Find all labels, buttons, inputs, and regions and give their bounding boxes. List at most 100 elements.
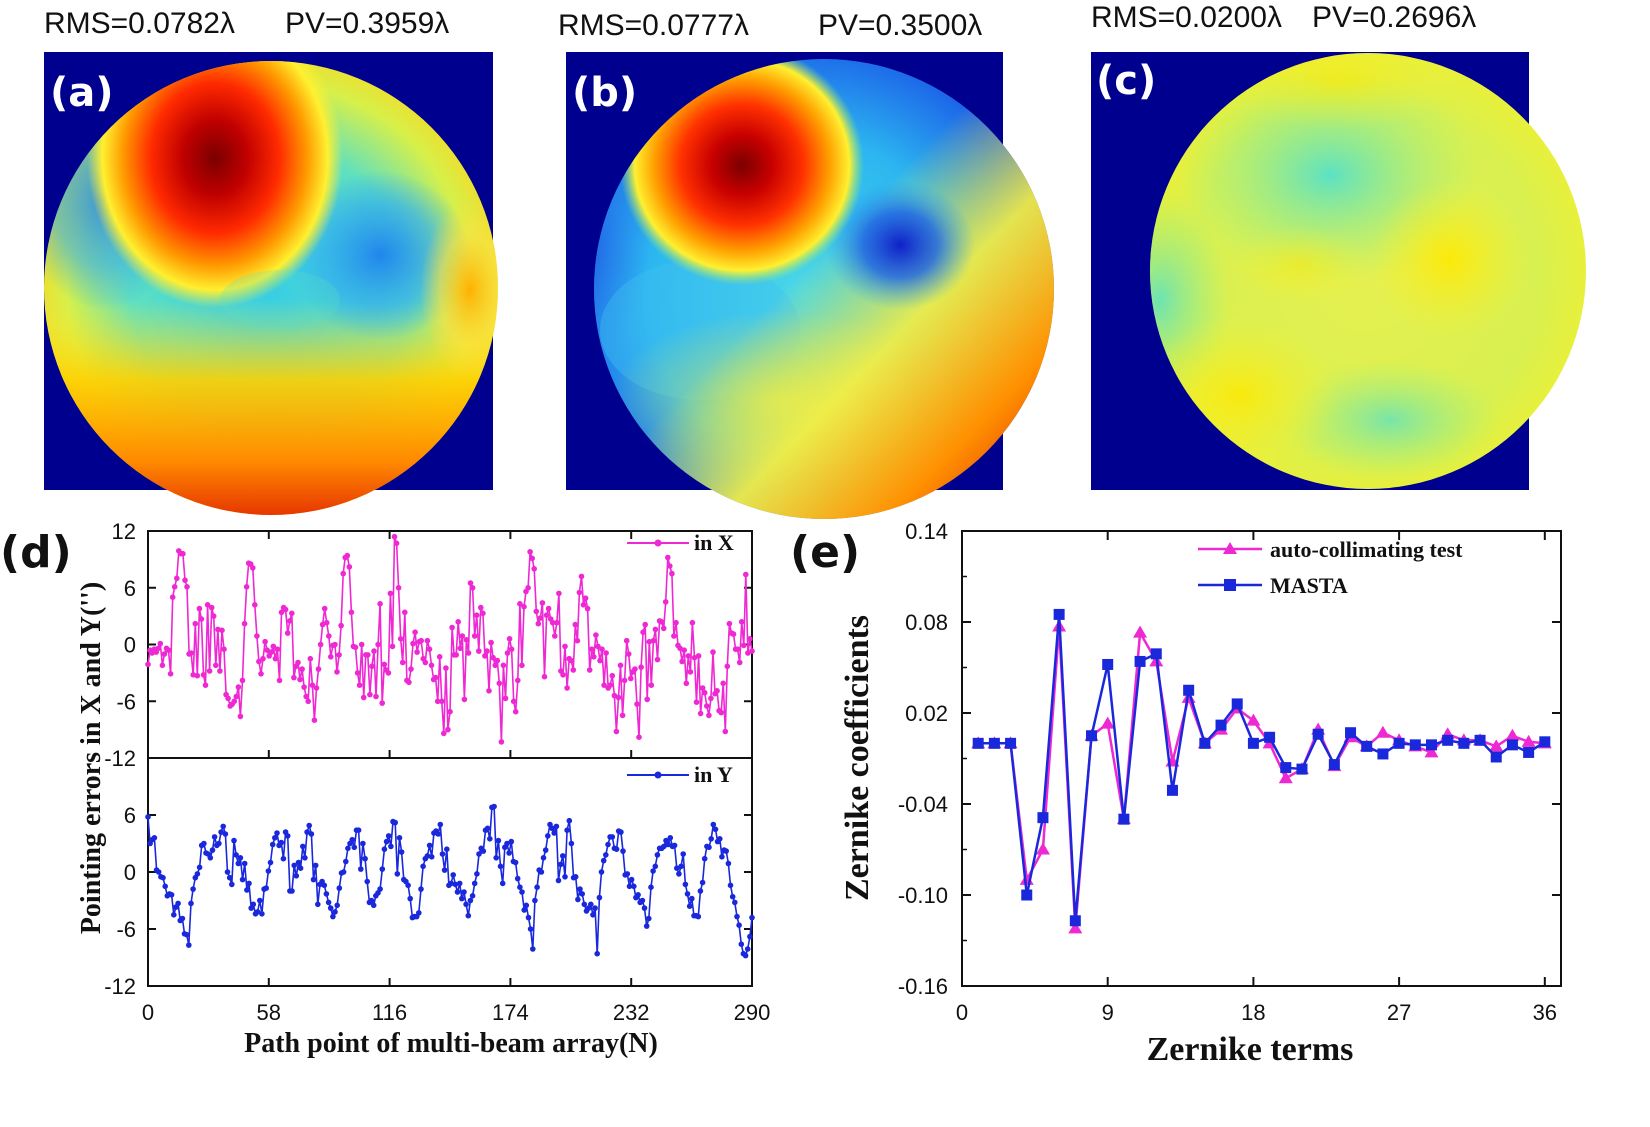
d-point-in-x xyxy=(683,680,690,687)
d-point-in-y xyxy=(323,891,330,897)
d-point-in-y xyxy=(306,822,313,829)
e-point-masta xyxy=(1166,784,1178,796)
d-point-in-x xyxy=(508,646,515,652)
d-point-in-x xyxy=(274,646,281,652)
d-point-in-x xyxy=(549,619,556,626)
d-point-in-x xyxy=(617,662,624,669)
d-point-in-x xyxy=(720,680,726,687)
e-point-auto-collimating xyxy=(1424,745,1439,758)
d-point-in-x xyxy=(603,650,609,656)
e-point-masta xyxy=(1102,658,1114,670)
d-point-in-x xyxy=(701,689,708,696)
d-point-in-y xyxy=(564,827,570,833)
d-point-in-x xyxy=(512,708,519,715)
d-point-in-x xyxy=(377,601,383,607)
d-point-in-y xyxy=(594,950,600,957)
d-point-in-x xyxy=(589,646,595,652)
d-point-in-x xyxy=(687,669,694,675)
e-point-masta xyxy=(1442,734,1454,746)
d-point-in-x xyxy=(582,595,589,601)
d-point-in-x xyxy=(726,620,733,627)
d-point-in-x xyxy=(303,693,310,700)
d-point-in-y xyxy=(534,884,540,890)
d-point-in-x xyxy=(543,612,550,618)
e-xtick-label-4: 36 xyxy=(1533,1000,1557,1025)
d-point-in-y xyxy=(349,836,356,843)
d-point-in-x xyxy=(747,636,753,642)
e-point-masta xyxy=(1021,889,1033,901)
d-point-in-x xyxy=(309,682,316,688)
d-point-in-y xyxy=(308,831,315,837)
d-point-in-x xyxy=(428,662,435,669)
d-point-in-x xyxy=(488,639,494,646)
e-point-masta xyxy=(988,737,1000,749)
legend-in-y: in Y xyxy=(627,762,733,787)
d-point-in-x xyxy=(597,657,603,664)
d-point-in-y xyxy=(618,829,624,835)
d-point-in-y xyxy=(336,885,343,891)
d-point-in-y xyxy=(439,851,446,857)
d-point-in-x xyxy=(638,664,644,670)
d-point-in-x xyxy=(441,730,447,737)
d-point-in-x xyxy=(533,608,540,615)
d-point-in-x xyxy=(387,590,394,597)
d-point-in-x xyxy=(317,641,324,648)
d-point-in-y xyxy=(327,905,334,911)
e-point-masta xyxy=(1215,719,1227,731)
pv-label-a: PV=0.3959λ xyxy=(285,7,449,40)
d-point-in-x xyxy=(373,693,379,700)
series-in-y xyxy=(145,803,755,959)
d-point-in-y xyxy=(267,859,274,866)
d-point-in-y xyxy=(416,910,422,916)
rms-label-b: RMS=0.0777λ xyxy=(558,9,749,42)
d-point-in-y xyxy=(639,897,646,904)
d-point-in-y xyxy=(676,871,682,877)
d-point-in-y xyxy=(540,855,547,861)
e-point-masta xyxy=(1328,759,1340,771)
d-point-in-x xyxy=(188,650,194,656)
d-point-in-x xyxy=(535,620,542,627)
panel-label-b: (b) xyxy=(572,70,637,116)
d-point-in-y xyxy=(194,871,201,877)
e-point-masta xyxy=(1409,739,1421,751)
d-point-in-x xyxy=(710,649,716,655)
d-point-in-x xyxy=(414,649,420,655)
d-point-in-y xyxy=(575,896,581,903)
d-point-in-y xyxy=(343,858,349,865)
d-point-in-x xyxy=(311,717,318,723)
d-point-in-y xyxy=(643,923,650,929)
d-point-in-x xyxy=(422,659,429,666)
d-ytick-label-in-x-0: 12 xyxy=(112,519,136,544)
e-point-masta xyxy=(1086,730,1098,742)
chart-e-ticks: 0.14 0.08 0.02 -0.04 -0.10 -0.16 0 9 18 27 36 xyxy=(898,519,1561,1025)
d-point-in-x xyxy=(527,549,533,555)
d-point-in-y xyxy=(388,843,394,850)
wavefront-panel-b: RMS=0.0777λ PV=0.3500λ (b) xyxy=(558,9,1054,519)
d-point-in-y xyxy=(734,913,740,920)
d-point-in-y xyxy=(332,909,338,915)
d-point-in-x xyxy=(260,655,266,662)
d-point-in-x xyxy=(295,659,301,666)
e-ytick-label-0: 0.14 xyxy=(905,519,948,544)
d-point-in-y xyxy=(499,880,506,887)
d-point-in-y xyxy=(600,857,607,864)
d-point-in-y xyxy=(474,871,480,877)
d-point-in-x xyxy=(465,650,472,656)
d-point-in-x xyxy=(395,585,402,591)
d-point-in-y xyxy=(530,946,536,952)
chart-d-xlabel: Path point of multi-beam array(N) xyxy=(244,1028,658,1059)
d-point-in-x xyxy=(270,643,277,650)
d-point-in-x xyxy=(591,654,597,660)
d-point-in-x xyxy=(256,658,262,665)
e-point-masta xyxy=(1474,734,1486,746)
d-point-in-x xyxy=(391,533,398,540)
d-point-in-x xyxy=(560,672,566,678)
e-xtick-label-0: 0 xyxy=(956,1000,968,1025)
d-point-in-x xyxy=(695,653,702,659)
d-point-in-y xyxy=(385,833,392,839)
d-point-in-x xyxy=(482,653,488,659)
d-point-in-x xyxy=(584,605,591,612)
d-point-in-y xyxy=(717,836,723,842)
d-point-in-x xyxy=(367,691,373,698)
d-point-in-y xyxy=(592,905,598,911)
